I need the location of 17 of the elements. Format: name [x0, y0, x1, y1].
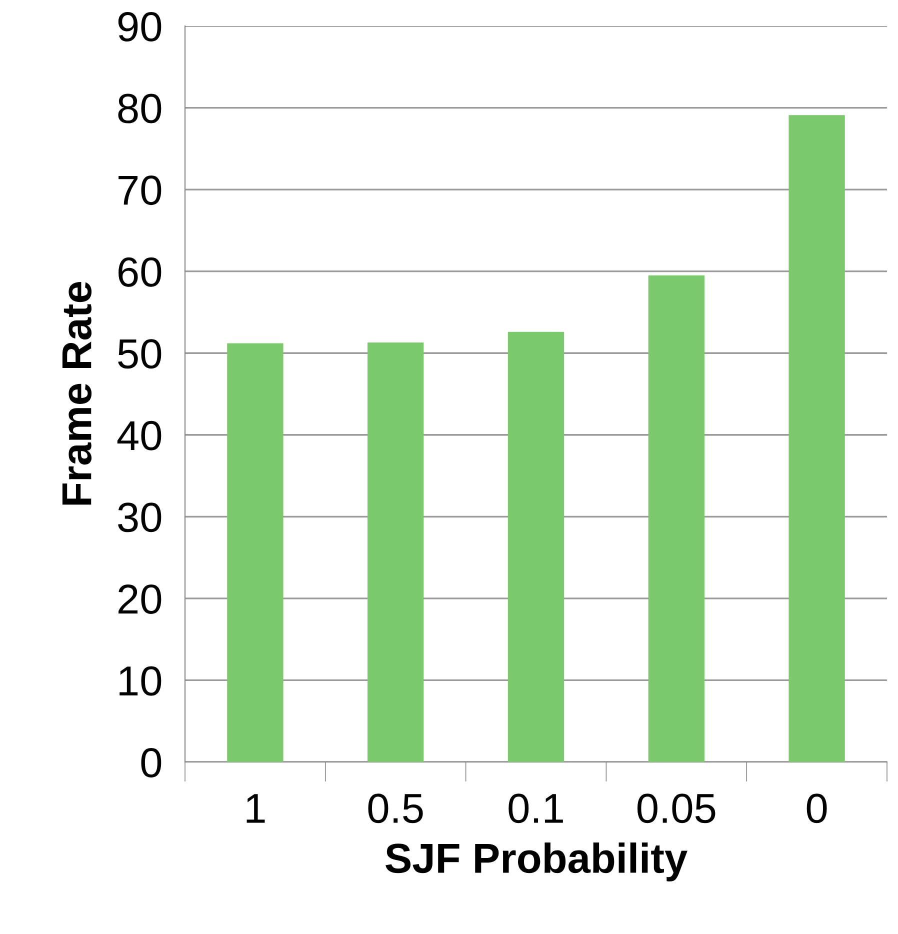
y-axis-title: Frame Rate: [62, 282, 92, 505]
y-tick-label: 60: [118, 257, 162, 287]
x-tick-label: 1: [246, 794, 265, 823]
x-tick-label: 0.5: [368, 794, 423, 824]
y-tick-label: 50: [118, 339, 162, 369]
y-tick-label: 10: [120, 666, 162, 696]
x-tick-label: 0.1: [508, 794, 563, 824]
y-tick-label: 90: [118, 12, 162, 42]
x-tick-label: 0.05: [637, 794, 716, 824]
y-tick-label: 20: [118, 584, 162, 614]
x-axis-title: SJF Probability: [386, 842, 688, 882]
y-tick-label: 40: [117, 420, 162, 450]
y-tick-label: 0: [141, 748, 162, 778]
y-tick-label: 30: [118, 502, 162, 532]
y-tick-label: 80: [118, 94, 162, 124]
y-tick-label: 70: [118, 176, 162, 206]
x-tick-label: 0: [806, 794, 827, 824]
